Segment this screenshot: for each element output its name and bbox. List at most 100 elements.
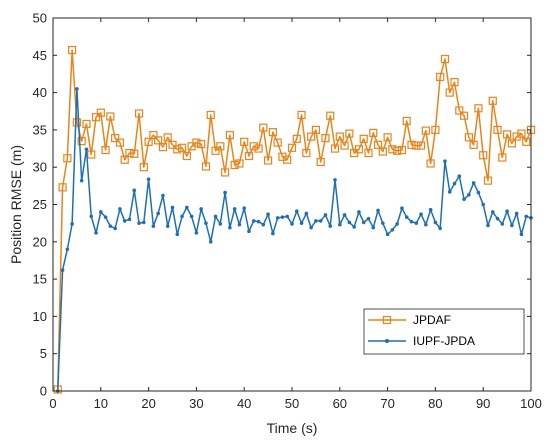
data-point-jpdaf bbox=[383, 133, 392, 142]
data-point-iupf-jpda bbox=[84, 147, 89, 152]
data-point-iupf-jpda bbox=[175, 232, 180, 237]
data-point-jpdaf bbox=[307, 132, 316, 141]
y-axis-label: Position RMSE (m) bbox=[8, 145, 24, 264]
data-point-iupf-jpda bbox=[323, 213, 328, 217]
data-point-iupf-jpda bbox=[118, 207, 122, 211]
data-point-jpdaf bbox=[412, 141, 421, 150]
data-point-jpdaf bbox=[335, 132, 344, 141]
data-point-iupf-jpda bbox=[338, 222, 342, 227]
x-tick-label: 50 bbox=[285, 396, 299, 411]
data-point-jpdaf bbox=[77, 136, 86, 146]
data-point-iupf-jpda bbox=[199, 207, 203, 211]
data-point-jpdaf bbox=[297, 110, 306, 120]
data-point-iupf-jpda bbox=[519, 232, 524, 237]
data-point-iupf-jpda bbox=[467, 193, 471, 197]
data-point-jpdaf bbox=[91, 113, 101, 122]
y-tick-label: 5 bbox=[40, 346, 47, 361]
data-point-iupf-jpda bbox=[452, 181, 457, 186]
x-axis-label: Time (s) bbox=[267, 420, 318, 436]
data-point-iupf-jpda bbox=[151, 224, 156, 228]
data-point-jpdaf bbox=[134, 109, 144, 118]
data-point-jpdaf bbox=[393, 146, 402, 155]
data-point-jpdaf bbox=[177, 143, 187, 152]
x-tick-label: 20 bbox=[141, 396, 155, 411]
data-point-jpdaf bbox=[345, 129, 354, 138]
data-point-jpdaf bbox=[359, 134, 368, 143]
data-point-jpdaf bbox=[464, 133, 473, 142]
data-point-iupf-jpda bbox=[481, 202, 486, 207]
data-point-jpdaf bbox=[273, 138, 282, 147]
data-point-jpdaf bbox=[197, 139, 206, 149]
data-point-iupf-jpda bbox=[89, 214, 94, 219]
data-point-iupf-jpda bbox=[486, 223, 490, 228]
data-point-jpdaf bbox=[459, 111, 469, 120]
data-point-iupf-jpda bbox=[299, 221, 304, 225]
data-point-iupf-jpda bbox=[314, 219, 318, 223]
data-point-iupf-jpda bbox=[395, 222, 399, 226]
series-line-iupf-jpda bbox=[57, 88, 532, 392]
data-point-iupf-jpda bbox=[228, 225, 232, 230]
data-point-iupf-jpda bbox=[385, 232, 390, 237]
data-point-jpdaf bbox=[82, 119, 91, 129]
data-point-iupf-jpda bbox=[189, 214, 194, 219]
data-point-jpdaf bbox=[455, 106, 464, 115]
data-point-jpdaf bbox=[225, 131, 234, 140]
data-point-jpdaf bbox=[326, 111, 335, 120]
data-point-jpdaf bbox=[120, 155, 129, 164]
y-tick-label: 10 bbox=[33, 309, 47, 324]
data-point-iupf-jpda bbox=[505, 209, 509, 214]
x-tick-label: 90 bbox=[476, 396, 490, 411]
data-point-jpdaf bbox=[397, 145, 407, 155]
data-point-jpdaf bbox=[163, 133, 172, 142]
data-point-iupf-jpda bbox=[137, 221, 141, 225]
data-point-jpdaf bbox=[115, 138, 125, 147]
data-point-iupf-jpda bbox=[218, 222, 223, 226]
data-point-iupf-jpda bbox=[237, 222, 242, 227]
data-point-iupf-jpda bbox=[65, 247, 70, 252]
data-point-iupf-jpda bbox=[275, 216, 280, 220]
data-point-iupf-jpda bbox=[428, 207, 433, 212]
data-point-iupf-jpda bbox=[424, 222, 428, 227]
data-point-jpdaf bbox=[340, 141, 349, 150]
data-point-jpdaf bbox=[130, 149, 139, 158]
data-point-iupf-jpda bbox=[462, 197, 466, 202]
data-point-jpdaf bbox=[283, 155, 292, 164]
data-point-iupf-jpda bbox=[400, 206, 404, 211]
data-point-iupf-jpda bbox=[266, 212, 270, 216]
data-point-iupf-jpda bbox=[251, 219, 256, 223]
data-point-jpdaf bbox=[522, 137, 531, 146]
data-point-iupf-jpda bbox=[357, 210, 361, 214]
data-point-iupf-jpda bbox=[60, 268, 65, 272]
data-point-jpdaf bbox=[72, 118, 82, 127]
data-point-iupf-jpda bbox=[70, 222, 74, 226]
data-point-iupf-jpda bbox=[414, 221, 419, 225]
y-tick-label: 0 bbox=[40, 384, 47, 399]
x-tick-label: 80 bbox=[428, 396, 442, 411]
data-point-iupf-jpda bbox=[180, 214, 184, 219]
data-point-iupf-jpda bbox=[409, 219, 414, 224]
data-point-jpdaf bbox=[58, 183, 67, 192]
data-point-jpdaf bbox=[68, 45, 77, 55]
y-tick-label: 40 bbox=[33, 85, 47, 100]
data-point-jpdaf bbox=[268, 128, 277, 137]
y-tick-label: 35 bbox=[33, 122, 47, 137]
data-point-jpdaf bbox=[287, 143, 297, 152]
data-point-jpdaf bbox=[479, 151, 488, 160]
data-point-iupf-jpda bbox=[142, 220, 146, 225]
data-point-jpdaf bbox=[220, 168, 230, 177]
series-layer bbox=[53, 45, 536, 394]
data-point-jpdaf bbox=[259, 123, 268, 132]
data-point-jpdaf bbox=[168, 140, 177, 149]
data-point-jpdaf bbox=[421, 126, 430, 135]
data-point-iupf-jpda bbox=[213, 214, 218, 219]
data-point-iupf-jpda bbox=[347, 220, 352, 225]
data-point-iupf-jpda bbox=[103, 215, 108, 219]
data-point-iupf-jpda bbox=[208, 240, 213, 244]
data-point-jpdaf bbox=[431, 125, 440, 135]
data-point-jpdaf bbox=[483, 176, 493, 185]
data-point-iupf-jpda bbox=[232, 207, 237, 211]
data-point-iupf-jpda bbox=[122, 219, 127, 223]
data-point-jpdaf bbox=[264, 156, 273, 165]
data-point-jpdaf bbox=[125, 148, 134, 158]
